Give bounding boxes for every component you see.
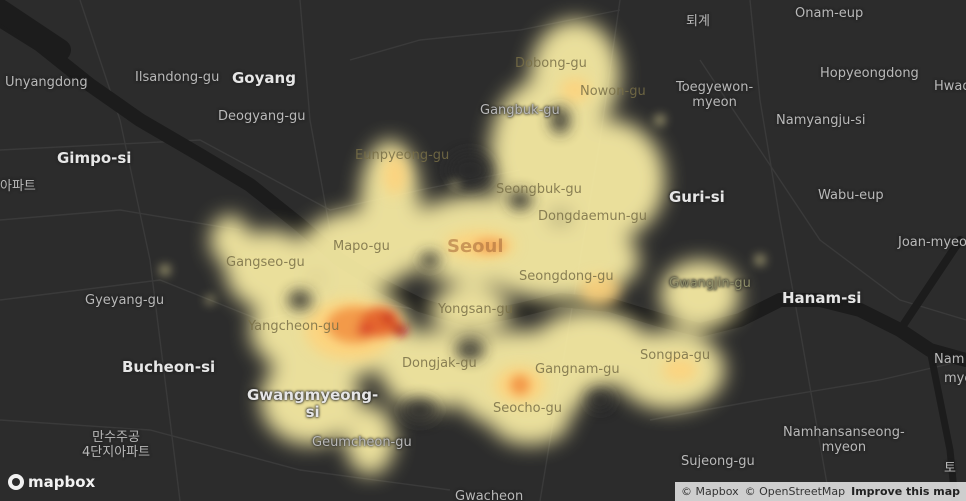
map-label-mye: mye — [944, 371, 966, 386]
map-label-songpa: Songpa-gu — [640, 348, 711, 363]
map-label-nowon: Nowon-gu — [580, 84, 646, 99]
map-label-onam: Onam-eup — [795, 6, 864, 21]
attribution-osm-link[interactable]: © OpenStreetMap — [744, 485, 846, 498]
map-label-gimpo: Gimpo-si — [57, 149, 132, 167]
mapbox-logo-text: mapbox — [28, 473, 96, 491]
map-label-seocho: Seocho-gu — [493, 401, 562, 416]
map-label-yangcheon: Yangcheon-gu — [248, 319, 340, 334]
map-label-nam: Nam — [934, 352, 965, 367]
map-label-to-kr: 토 — [944, 461, 956, 476]
map-label-bucheon: Bucheon-si — [122, 358, 216, 376]
map-label-gyeyang: Gyeyang-gu — [85, 293, 165, 308]
map-label-seoul: Seoul — [447, 236, 504, 257]
mapbox-logo-icon — [8, 474, 24, 490]
map-label-mapo: Mapo-gu — [333, 239, 390, 254]
map-label-gangseo: Gangseo-gu — [226, 255, 305, 270]
map-label-seongbuk: Seongbuk-gu — [496, 182, 582, 197]
map-label-wabu: Wabu-eup — [818, 188, 884, 203]
map-label-dobong: Dobong-gu — [515, 56, 587, 71]
map-label-sujeong: Sujeong-gu — [681, 454, 755, 469]
improve-map-link[interactable]: Improve this map — [851, 485, 960, 498]
map-label-guri: Guri-si — [669, 188, 725, 206]
map-label-geumcheon: Geumcheon-gu — [312, 435, 412, 450]
heatmap-layer — [160, 20, 765, 475]
map-label-dongdaemun: Dongdaemun-gu — [538, 209, 647, 224]
map-label-gwacheon: Gwacheon — [455, 489, 524, 501]
map-label-gwangmyeong: Gwangmyeong- si — [247, 386, 379, 422]
map-label-apt-left: 아파트 — [0, 179, 36, 194]
map-label-yongsan: Yongsan-gu — [438, 302, 513, 317]
map-label-goyang: Goyang — [232, 69, 296, 87]
map-label-gwangjin: Gwangjin-gu — [669, 276, 751, 291]
map-label-hwado: Hwad — [934, 79, 966, 94]
map-label-hanam: Hanam-si — [782, 289, 862, 307]
map-label-namyangju: Namyangju-si — [776, 113, 866, 128]
map-label-toegye-kr: 퇴계 — [686, 14, 710, 29]
map-label-joan: Joan-myeo — [898, 235, 966, 250]
map-attribution: © Mapbox © OpenStreetMap Improve this ma… — [675, 482, 966, 501]
map-label-deogyang: Deogyang-gu — [218, 109, 306, 124]
map-label-sujeong-kr: 만수주공 4단지아파트 — [82, 430, 151, 460]
map-label-eunpyeong: Eunpyeong-gu — [355, 148, 450, 163]
map-label-gangnam: Gangnam-gu — [535, 362, 620, 377]
map-label-dongjak: Dongjak-gu — [402, 356, 477, 371]
map-label-ilsandong: Ilsandong-gu — [135, 70, 220, 85]
attribution-mapbox-link[interactable]: © Mapbox — [681, 485, 739, 498]
map-label-gangbuk: Gangbuk-gu — [480, 103, 560, 118]
mapbox-logo[interactable]: mapbox — [8, 473, 95, 491]
map-label-unyangdong: Unyangdong — [5, 75, 88, 90]
map-label-seongdong: Seongdong-gu — [519, 269, 614, 284]
map-label-namhansanseong: Namhansanseong- myeon — [783, 425, 905, 455]
map-label-hopyeong: Hopyeongdong — [820, 66, 919, 81]
map-label-toegyewon: Toegyewon- myeon — [676, 80, 754, 110]
